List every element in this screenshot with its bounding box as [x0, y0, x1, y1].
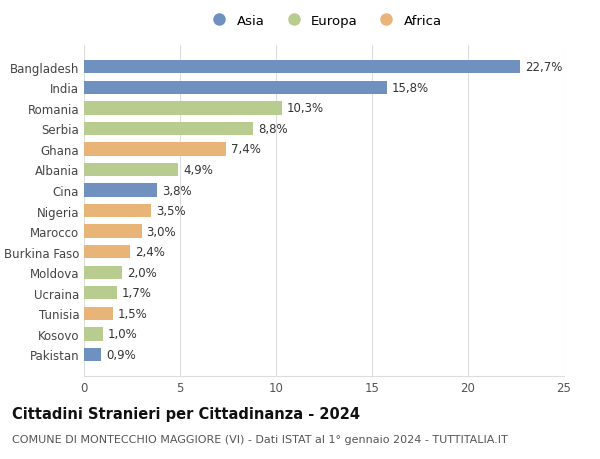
Text: 3,0%: 3,0%: [146, 225, 176, 238]
Text: 1,5%: 1,5%: [118, 307, 148, 320]
Legend: Asia, Europa, Africa: Asia, Europa, Africa: [201, 10, 447, 33]
Text: 8,8%: 8,8%: [258, 123, 287, 135]
Bar: [84, 307, 113, 320]
Bar: [84, 102, 282, 115]
Text: 10,3%: 10,3%: [287, 102, 323, 115]
Text: 4,9%: 4,9%: [183, 164, 213, 177]
Text: 2,0%: 2,0%: [127, 266, 157, 279]
Text: 3,5%: 3,5%: [156, 205, 185, 218]
Text: 3,8%: 3,8%: [162, 184, 191, 197]
Text: Cittadini Stranieri per Cittadinanza - 2024: Cittadini Stranieri per Cittadinanza - 2…: [12, 406, 360, 421]
Text: 22,7%: 22,7%: [524, 61, 562, 74]
Text: 7,4%: 7,4%: [231, 143, 261, 156]
Bar: [84, 204, 151, 218]
Bar: [84, 286, 116, 300]
Bar: [84, 328, 103, 341]
Text: COMUNE DI MONTECCHIO MAGGIORE (VI) - Dati ISTAT al 1° gennaio 2024 - TUTTITALIA.: COMUNE DI MONTECCHIO MAGGIORE (VI) - Dat…: [12, 434, 508, 444]
Text: 1,7%: 1,7%: [121, 287, 151, 300]
Bar: [84, 123, 253, 136]
Bar: [84, 81, 388, 95]
Bar: [84, 163, 178, 177]
Bar: [84, 266, 122, 280]
Bar: [84, 143, 226, 156]
Text: 0,9%: 0,9%: [106, 348, 136, 361]
Bar: [84, 225, 142, 238]
Bar: [84, 348, 101, 361]
Text: 15,8%: 15,8%: [392, 82, 429, 95]
Bar: [84, 246, 130, 259]
Bar: [84, 184, 157, 197]
Text: 1,0%: 1,0%: [108, 328, 138, 341]
Bar: [84, 61, 520, 74]
Text: 2,4%: 2,4%: [135, 246, 165, 258]
